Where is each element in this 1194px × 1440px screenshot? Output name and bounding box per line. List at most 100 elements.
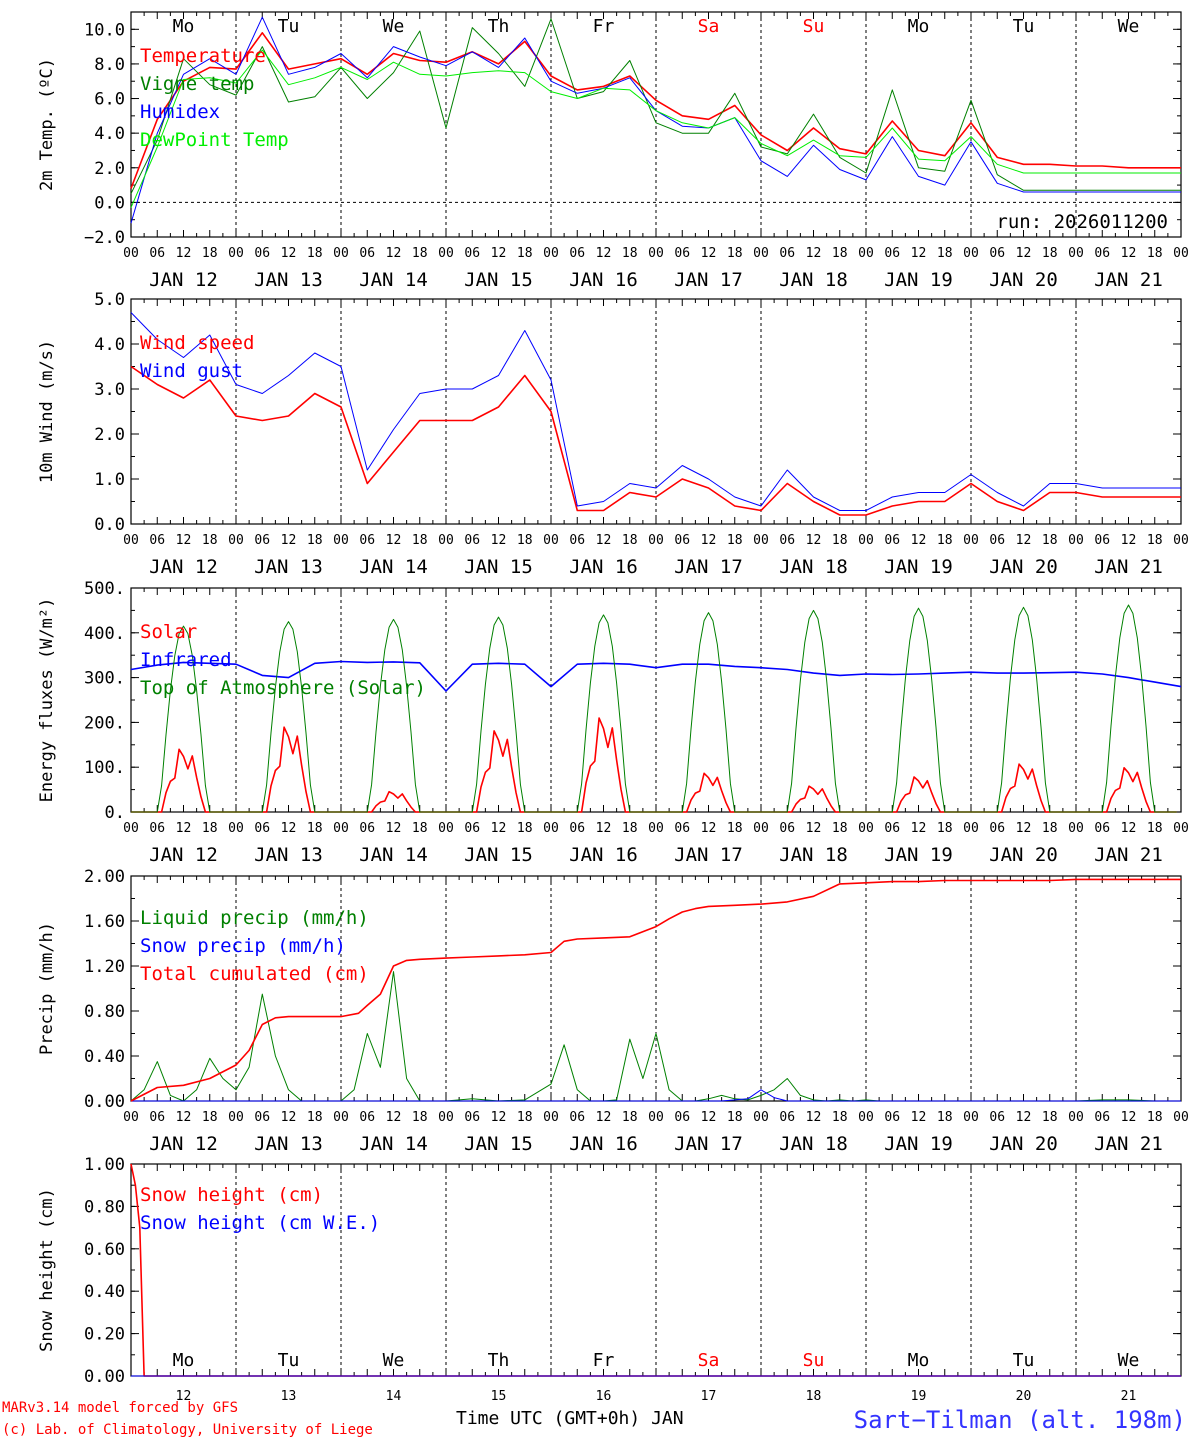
hour-tick-label: 12: [491, 1110, 507, 1125]
hour-tick-label: 18: [1147, 246, 1163, 261]
hour-tick-label: 00: [1173, 246, 1189, 261]
panel-energy-fluxes: 500. 400. 300. 200. 100. 0. Energy fluxes (W/m…: [37, 579, 1189, 866]
y-tick-label: 200.: [84, 713, 125, 733]
legend-entry: Top of Atmosphere (Solar): [140, 677, 426, 699]
bottom-date-label: 15: [491, 1389, 507, 1404]
hour-tick-label: 12: [176, 533, 192, 548]
hour-tick-label: 00: [753, 246, 769, 261]
y-tick-label: 0.: [105, 803, 125, 823]
hour-tick-label: 12: [911, 246, 927, 261]
hour-tick-label: 06: [779, 246, 795, 261]
date-label: JAN 16: [569, 1133, 638, 1155]
hour-tick-label: 00: [333, 821, 349, 836]
date-label: JAN 21: [1094, 556, 1163, 578]
y-axis-title: 10m Wind (m/s): [37, 340, 57, 483]
hour-tick-label: 18: [622, 821, 638, 836]
hour-tick-label: 18: [622, 533, 638, 548]
date-label: JAN 13: [254, 269, 323, 291]
date-label: JAN 17: [674, 1133, 743, 1155]
y-tick-label: 4.0: [94, 335, 125, 355]
legend-entry: Humidex: [140, 101, 220, 123]
date-label: JAN 13: [254, 844, 323, 866]
bottom-date-label: 13: [281, 1389, 297, 1404]
date-label: JAN 19: [884, 556, 953, 578]
hour-tick-label: 06: [674, 821, 690, 836]
hour-tick-label: 18: [937, 1110, 953, 1125]
y-tick-label: 1.0: [94, 470, 125, 490]
hour-tick-label: 18: [202, 533, 218, 548]
y-tick-label: 400.: [84, 624, 125, 644]
y-tick-label: 500.: [84, 579, 125, 599]
y-axis-title: 2m Temp. (ºC): [37, 58, 57, 191]
hour-tick-label: 00: [123, 1110, 139, 1125]
hour-tick-label: 06: [674, 533, 690, 548]
hour-tick-label: 06: [1094, 246, 1110, 261]
hour-tick-label: 06: [884, 821, 900, 836]
panels-layer: 10.0 8.0 6.0 4.0 2.0 0.0 −2.0 2m Temp. (ºC) 00 06…: [37, 11, 1189, 1404]
hour-tick-label: 18: [202, 1110, 218, 1125]
date-label: JAN 21: [1094, 844, 1163, 866]
day-of-week-label: Su: [803, 16, 825, 37]
day-of-week-label: Th: [488, 16, 510, 37]
day-of-week-label: We: [383, 16, 405, 37]
hour-tick-label: 12: [806, 533, 822, 548]
legend-entry: Wind gust: [140, 360, 243, 382]
y-tick-label: 5.0: [94, 290, 125, 310]
hour-tick-label: 00: [963, 1110, 979, 1125]
hour-tick-label: 12: [806, 246, 822, 261]
hour-tick-label: 12: [806, 821, 822, 836]
legend-entry: Snow height (cm): [140, 1184, 323, 1206]
day-of-week-label: We: [1118, 1350, 1140, 1371]
footer-model-credit: MARv3.14 model forced by GFS: [2, 1400, 238, 1416]
date-label: JAN 12: [149, 1133, 218, 1155]
day-of-week-label: Mo: [908, 16, 930, 37]
y-tick-label: 1.00: [84, 1155, 125, 1175]
hour-tick-label: 12: [386, 246, 402, 261]
date-label: JAN 16: [569, 269, 638, 291]
hour-tick-label: 06: [359, 821, 375, 836]
y-axis-title: Energy fluxes (W/m²): [37, 598, 57, 803]
hour-tick-label: 12: [1121, 246, 1137, 261]
day-of-week-label: Tu: [1013, 1350, 1035, 1371]
hour-tick-label: 00: [858, 821, 874, 836]
legend-entry: Temperature: [140, 45, 266, 67]
hour-tick-label: 06: [674, 1110, 690, 1125]
date-label: JAN 17: [674, 556, 743, 578]
hour-tick-label: 12: [911, 821, 927, 836]
hour-tick-label: 06: [254, 246, 270, 261]
hour-tick-label: 12: [911, 1110, 927, 1125]
hour-tick-label: 12: [491, 533, 507, 548]
hour-tick-label: 18: [727, 246, 743, 261]
date-label: JAN 20: [989, 556, 1058, 578]
date-label: JAN 18: [779, 269, 848, 291]
hour-tick-label: 06: [884, 1110, 900, 1125]
hour-tick-label: 06: [674, 246, 690, 261]
series-line-wind-speed: [130, 365, 1181, 516]
hour-tick-label: 06: [779, 1110, 795, 1125]
hour-tick-label: 00: [753, 1110, 769, 1125]
hour-tick-label: 00: [1173, 1110, 1189, 1125]
bottom-date-label: 18: [806, 1389, 822, 1404]
hour-tick-label: 18: [517, 246, 533, 261]
hour-tick-label: 00: [963, 821, 979, 836]
hour-tick-label: 00: [648, 246, 664, 261]
hour-tick-label: 00: [1173, 821, 1189, 836]
date-label: JAN 19: [884, 269, 953, 291]
day-of-week-label: Sa: [698, 1350, 720, 1371]
hour-tick-label: 12: [491, 246, 507, 261]
date-label: JAN 12: [149, 556, 218, 578]
y-tick-label: 0.80: [84, 1002, 125, 1022]
date-label: JAN 14: [359, 556, 428, 578]
hour-tick-label: 06: [884, 246, 900, 261]
day-of-week-label: Fr: [593, 1350, 615, 1371]
hour-tick-label: 12: [806, 1110, 822, 1125]
hour-tick-label: 18: [412, 821, 428, 836]
hour-tick-label: 18: [1042, 821, 1058, 836]
date-label: JAN 18: [779, 1133, 848, 1155]
hour-tick-label: 06: [1094, 821, 1110, 836]
date-label: JAN 18: [779, 556, 848, 578]
hour-tick-label: 00: [543, 1110, 559, 1125]
bottom-date-label: 19: [911, 1389, 927, 1404]
day-of-week-label: We: [383, 1350, 405, 1371]
day-of-week-label: Th: [488, 1350, 510, 1371]
